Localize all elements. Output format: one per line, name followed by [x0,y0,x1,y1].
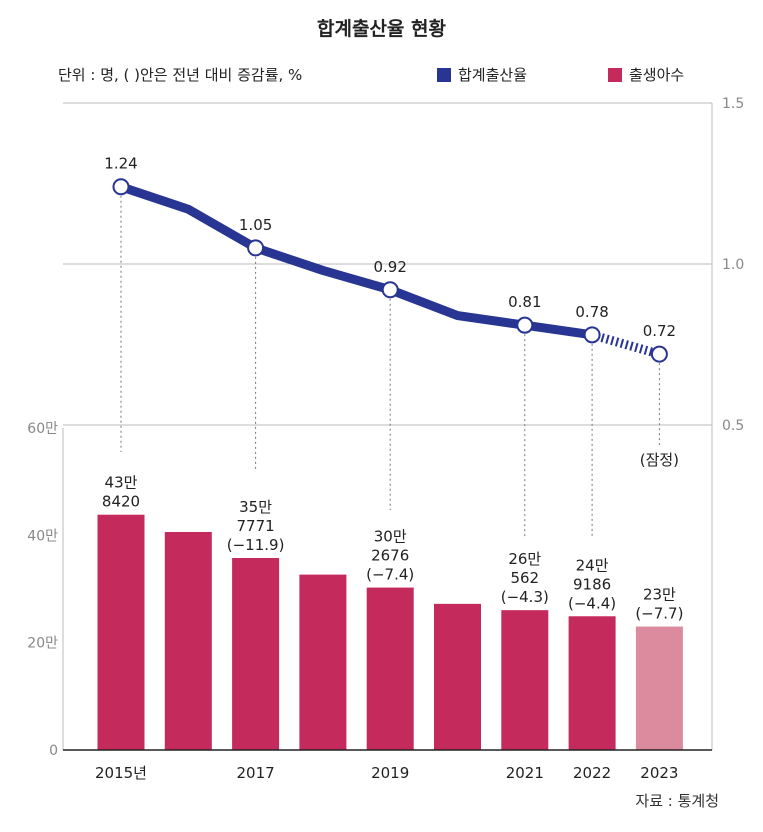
legend-label-births: 출생아수 [629,66,685,84]
source-note: 자료 : 통계청 [635,792,719,810]
bar-label-2017-0: 35만 [239,498,272,516]
bar-label-2017-1: 7771 [237,517,275,535]
bar-2021 [501,610,549,750]
left-axis-tick-0: 0 [49,743,58,759]
bar-label-2022-1: 9186 [573,575,611,593]
legend-item-births: 출생아수 [608,64,684,85]
right-axis-tick-1: 1.0 [722,257,744,273]
bar-2020 [434,603,481,750]
rate-marker-2022 [583,326,601,344]
x-tick-2023: 2023 [640,764,678,782]
x-tick-2015: 2015년 [95,764,147,782]
bar-2023 [635,626,683,750]
legend-swatch-fertility-rate [437,67,451,82]
bar-label-2019-1: 2676 [371,547,409,565]
bar-label-2023-0: 23만 [643,586,676,604]
bar-label-2017-2: (−11.9) [227,536,285,554]
chart-subtitle: 단위 : 명, ( )안은 전년 대비 증감률, % [58,66,303,84]
rate-marker-2019 [381,281,399,299]
right-axis-tick-0: 0.5 [722,418,744,434]
legend-item-fertility-rate: 합계출산율 [437,64,527,85]
rate-label-2021: 0.81 [508,293,541,311]
bar-label-2022-0: 24만 [576,556,609,574]
legend-swatch-births [608,67,622,82]
rate-label-2023: 0.72 [643,322,676,340]
rate-marker-2021 [516,316,534,334]
rate-marker-2015 [112,178,130,196]
bar-2015 [97,514,145,750]
bar-label-2019-0: 30만 [374,528,407,546]
left-axis-tick-2: 40만 [27,528,58,544]
fertility-rate-line-provisional [590,330,661,359]
bar-label-2023-1: (−7.7) [635,605,683,623]
x-tick-2021: 2021 [506,764,544,782]
left-axis-tick-3: 60만 [27,421,58,437]
rate-label-2022: 0.78 [575,303,608,321]
chart-title: 합계출산율 현황 [317,18,446,40]
rate-label-2015: 1.24 [104,155,137,173]
bar-2022 [568,616,616,750]
provisional-annotation: (잠정) [640,451,679,469]
rate-marker-2023 [650,345,668,363]
bar-label-2022-2: (−4.4) [568,594,616,612]
bar-2018 [299,574,347,750]
bar-label-2021-1: 562 [510,569,539,587]
bar-label-2021-2: (−4.3) [501,588,549,606]
right-axis-tick-2: 1.5 [722,96,744,112]
rate-label-2017: 1.05 [239,216,272,234]
x-tick-2022: 2022 [573,764,611,782]
x-tick-2019: 2019 [371,764,409,782]
bar-label-2015-0: 43만 [105,474,138,492]
bar-label-2021-0: 26만 [508,550,541,568]
rate-marker-2017 [247,239,265,257]
x-tick-2017: 2017 [237,764,275,782]
left-axis-tick-1: 20만 [27,636,58,652]
bar-2016 [164,531,212,750]
bar-2017 [232,557,280,750]
bar-2019 [366,587,414,750]
rate-label-2019: 0.92 [373,258,406,276]
fertility-rate-line [116,182,597,340]
bar-label-2019-2: (−7.4) [366,566,414,584]
legend-label-fertility-rate: 합계출산율 [458,66,528,84]
bar-label-2015-1: 8420 [102,493,140,511]
